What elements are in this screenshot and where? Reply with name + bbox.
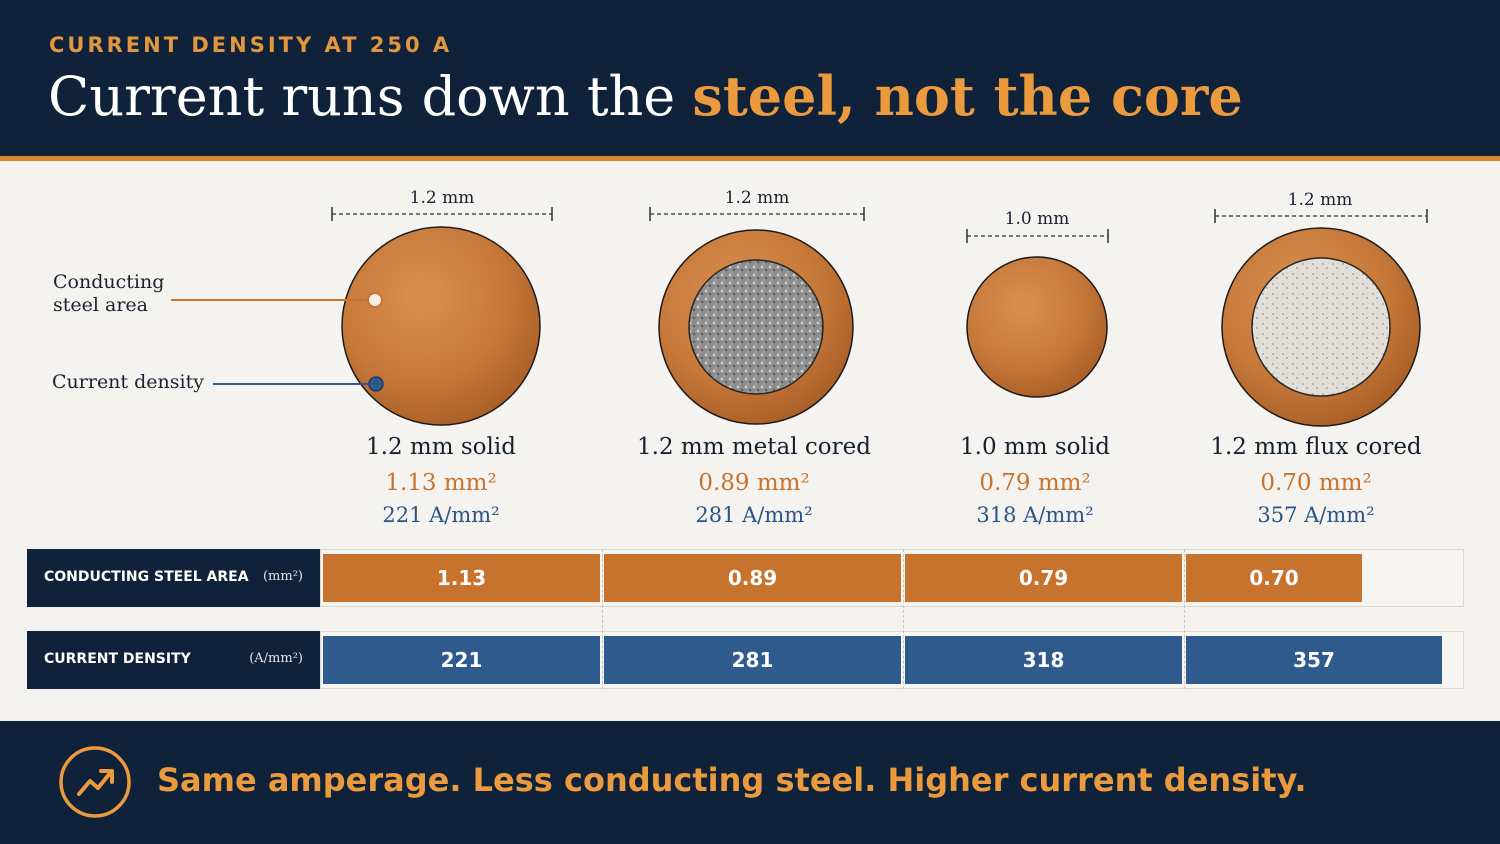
footer: Same amperage. Less conducting steel. Hi… <box>0 721 1500 844</box>
wire-3-dimension-label: 1.0 mm <box>1005 209 1070 229</box>
wire-4-density: 357 A/mm² <box>1257 503 1375 527</box>
callout-current-density: Current density <box>52 371 204 393</box>
wire-1-dimension: 1.2 mm <box>331 188 553 221</box>
wire-1-area: 1.13 mm² <box>385 470 497 496</box>
current-density-bar: 318 <box>905 636 1182 684</box>
wire-3-density: 318 A/mm² <box>976 503 1094 527</box>
wire-3-cross-section <box>966 256 1108 398</box>
header: CURRENT DENSITY AT 250 A Current runs do… <box>0 0 1500 156</box>
current-density-leader <box>213 376 384 392</box>
wire-1-cross-section <box>341 226 541 426</box>
wire-3-name: 1.0 mm solid <box>960 434 1110 460</box>
current-density-row-unit: (A/mm²) <box>249 651 303 666</box>
steel-area-bar: 0.89 <box>604 554 901 602</box>
current-density-bar: 221 <box>323 636 600 684</box>
wire-4-dimension: 1.2 mm <box>1214 190 1428 223</box>
trending-up-icon <box>59 746 131 818</box>
column-divider <box>1184 549 1185 689</box>
column-divider <box>602 549 603 689</box>
steel-area-bar: 0.79 <box>905 554 1182 602</box>
steel-area-row-unit: (mm²) <box>262 569 303 584</box>
wire-2-area: 0.89 mm² <box>698 470 810 496</box>
wire-1-dimension-label: 1.2 mm <box>410 188 475 208</box>
title-highlight: steel, not the core <box>692 64 1243 128</box>
wire-4-name: 1.2 mm flux cored <box>1210 434 1422 460</box>
title-plain: Current runs down the <box>48 65 693 128</box>
current-density-bar: 357 <box>1186 636 1442 684</box>
current-density-bar: 281 <box>604 636 901 684</box>
wire-3-area: 0.79 mm² <box>979 470 1091 496</box>
callout-steel-area: Conducting steel area <box>53 271 165 316</box>
steel-area-bar: 0.70 <box>1186 554 1362 602</box>
wire-1-density: 221 A/mm² <box>382 503 500 527</box>
wire-2-metal-core <box>688 259 824 395</box>
current-density-row-header: CURRENT DENSITY (A/mm²) <box>27 631 320 689</box>
header-divider <box>0 156 1500 161</box>
kicker: CURRENT DENSITY AT 250 A <box>49 33 453 57</box>
wire-2-dimension-label: 1.2 mm <box>725 188 790 208</box>
wire-3-dimension: 1.0 mm <box>966 209 1109 243</box>
wire-2-name: 1.2 mm metal cored <box>637 434 871 460</box>
steel-area-leader <box>171 292 383 308</box>
wire-2-density: 281 A/mm² <box>695 503 813 527</box>
wire-4-flux-core <box>1251 257 1391 397</box>
footer-message: Same amperage. Less conducting steel. Hi… <box>157 761 1307 799</box>
wire-1-name: 1.2 mm solid <box>366 434 516 460</box>
wire-4-dimension-label: 1.2 mm <box>1288 190 1353 210</box>
steel-area-row-label: CONDUCTING STEEL AREA <box>44 569 249 585</box>
steel-area-row-header: CONDUCTING STEEL AREA (mm²) <box>27 549 320 607</box>
wire-2-dimension: 1.2 mm <box>649 188 865 221</box>
current-density-row-label: CURRENT DENSITY <box>44 651 191 667</box>
column-divider <box>903 549 904 689</box>
wire-4-area: 0.70 mm² <box>1260 470 1372 496</box>
wire-cross-sections: 1.2 mm 1.2 mm 1.0 mm 1.2 mm <box>171 188 1428 427</box>
page-title: Current runs down the steel, not the cor… <box>48 64 1243 128</box>
diagram-panel: 1.2 mm 1.2 mm 1.0 mm 1.2 mm <box>0 161 1500 721</box>
steel-area-bar: 1.13 <box>323 554 600 602</box>
